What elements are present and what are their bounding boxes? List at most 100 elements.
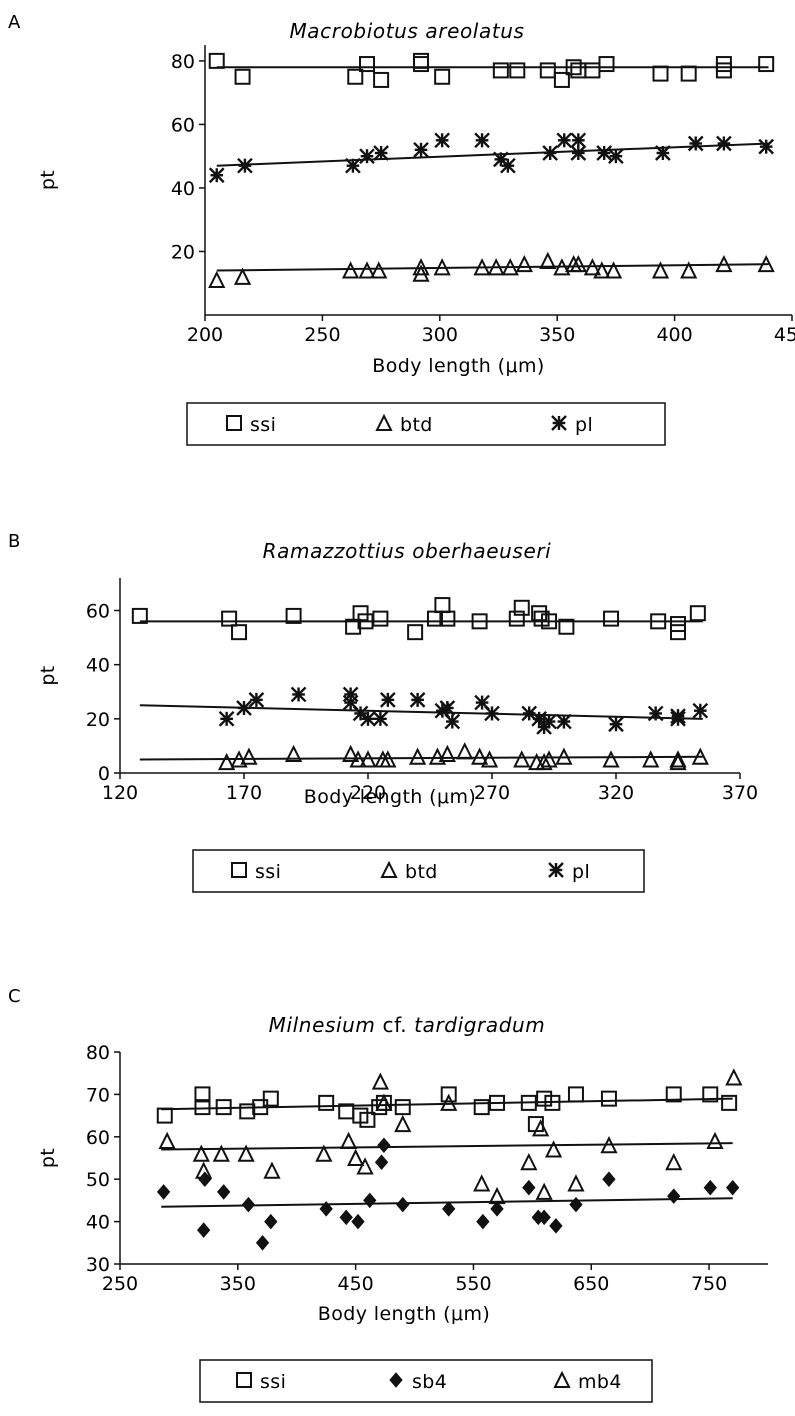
data-point-pl xyxy=(360,710,376,727)
data-point-ssi xyxy=(194,1099,211,1116)
data-point-sb4 xyxy=(490,1201,504,1217)
x-tick-label: 650 xyxy=(573,1273,609,1295)
data-point-btd xyxy=(569,254,587,273)
data-point-btd xyxy=(535,752,553,771)
data-point-pl xyxy=(484,705,500,722)
data-point-btd xyxy=(553,258,571,276)
data-point-btd xyxy=(233,267,252,285)
data-point-ssi xyxy=(652,65,669,82)
data-point-sb4 xyxy=(569,1196,583,1213)
panel-letter: B xyxy=(8,531,20,552)
x-axis-label: Body length (μm) xyxy=(372,355,544,377)
data-point-pl xyxy=(379,692,396,708)
x-tick-label: 120 xyxy=(102,782,138,804)
data-point-pl xyxy=(444,713,461,730)
data-point-mb4 xyxy=(725,1068,743,1086)
data-point-mb4 xyxy=(192,1144,210,1162)
data-point-pl xyxy=(570,145,587,161)
legend-marker-ssi xyxy=(236,1372,252,1388)
legend: ssi btd pl xyxy=(186,402,666,446)
data-point-pl xyxy=(655,145,671,161)
data-point-mb4 xyxy=(158,1131,176,1150)
data-point-ssi xyxy=(670,616,686,633)
data-point-ssi xyxy=(221,610,238,627)
data-point-ssi xyxy=(758,56,775,73)
legend-label-ssi: ssi xyxy=(250,414,276,436)
data-point-sb4 xyxy=(522,1179,536,1196)
series-sb4 xyxy=(156,1137,740,1251)
x-tick-label: 450 xyxy=(338,1273,374,1295)
data-point-btd xyxy=(680,261,698,279)
data-point-btd xyxy=(341,261,360,279)
data-point-mb4 xyxy=(473,1174,491,1192)
data-point-ssi xyxy=(600,1090,617,1107)
data-point-ssi xyxy=(407,624,424,641)
data-point-mb4 xyxy=(375,1093,393,1111)
data-point-ssi xyxy=(509,62,526,79)
data-point-sb4 xyxy=(476,1213,490,1230)
data-point-sb4 xyxy=(339,1209,353,1226)
data-point-sb4 xyxy=(374,1154,389,1171)
data-point-ssi xyxy=(513,599,530,616)
data-point-btd xyxy=(604,261,623,279)
x-tick-label: 350 xyxy=(220,1273,256,1295)
data-point-sb4 xyxy=(196,1222,211,1238)
legend: ssi btd pl xyxy=(192,849,645,893)
data-point-btd xyxy=(470,747,489,765)
legend-label-mb4: mb4 xyxy=(578,1371,622,1393)
data-point-ssi xyxy=(565,59,582,76)
data-point-pl xyxy=(248,692,265,708)
data-point-pl xyxy=(208,167,225,184)
data-point-btd xyxy=(669,752,687,771)
y-tick-label: 60 xyxy=(171,114,195,136)
y-tick-label: 60 xyxy=(86,1127,110,1149)
trendline-pl xyxy=(216,142,769,167)
data-point-ssi xyxy=(650,613,667,630)
data-point-pl xyxy=(570,132,587,149)
data-point-pl xyxy=(237,157,253,174)
data-point-mb4 xyxy=(195,1161,213,1179)
legend-marker-mb4 xyxy=(553,1370,571,1388)
y-tick-label: 0 xyxy=(98,763,110,785)
legend-marker-ssi xyxy=(231,862,247,878)
data-point-btd xyxy=(480,750,499,768)
chart-panel-b: B Ramazzottius oberhaeuseri 120 170 220 270 32… xyxy=(8,531,758,893)
data-point-sb4 xyxy=(319,1201,333,1217)
data-point-mb4 xyxy=(212,1144,230,1162)
data-point-pl xyxy=(439,700,456,716)
data-point-mb4 xyxy=(371,1072,389,1090)
data-point-ssi xyxy=(665,1086,682,1103)
data-point-btd xyxy=(473,258,491,276)
data-point-ssi xyxy=(434,597,451,614)
data-point-mb4 xyxy=(535,1182,553,1200)
x-tick-label: 400 xyxy=(656,324,692,346)
legend-box xyxy=(199,1359,653,1403)
y-tick-label: 20 xyxy=(86,709,110,731)
data-point-pl xyxy=(596,145,613,161)
data-point-pl xyxy=(541,713,557,730)
data-point-ssi xyxy=(394,1099,411,1116)
data-point-pl xyxy=(372,710,389,727)
title-part: tardigradum xyxy=(414,1013,545,1037)
data-point-ssi xyxy=(531,605,548,622)
y-tick-label: 40 xyxy=(171,178,195,200)
data-point-pl xyxy=(608,148,624,165)
data-point-btd xyxy=(715,254,733,273)
data-point-sb4 xyxy=(255,1235,270,1251)
y-tick-label: 70 xyxy=(86,1084,110,1106)
data-point-mb4 xyxy=(339,1131,358,1150)
chart-title: Macrobiotus areolatus xyxy=(289,19,524,43)
data-point-pl xyxy=(716,135,732,152)
panel-letter: A xyxy=(8,12,21,33)
data-point-btd xyxy=(438,744,456,763)
data-point-btd xyxy=(358,261,376,279)
data-point-mb4 xyxy=(567,1174,585,1192)
series-pl xyxy=(139,686,709,735)
legend-box xyxy=(186,402,666,446)
data-point-ssi xyxy=(131,607,148,624)
data-point-btd xyxy=(539,251,557,269)
y-tick-label: 30 xyxy=(86,1254,110,1276)
legend-label-ssi: ssi xyxy=(255,861,281,883)
data-point-mb4 xyxy=(356,1157,374,1175)
data-point-ssi xyxy=(434,68,451,85)
